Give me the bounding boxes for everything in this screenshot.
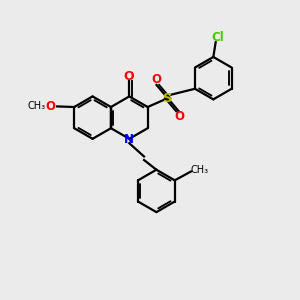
Text: CH₃: CH₃ [190, 165, 208, 175]
Text: N: N [124, 133, 134, 146]
Text: O: O [151, 74, 161, 86]
Text: O: O [174, 110, 184, 123]
Text: O: O [46, 100, 56, 112]
Text: CH₃: CH₃ [28, 101, 46, 111]
Text: S: S [163, 92, 172, 105]
Text: O: O [123, 70, 134, 83]
Text: Cl: Cl [212, 31, 224, 44]
